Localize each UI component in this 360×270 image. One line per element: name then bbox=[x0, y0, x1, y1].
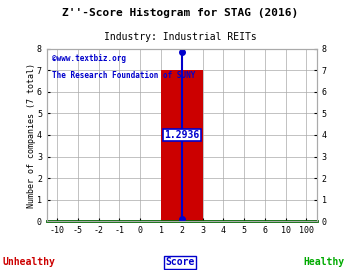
Text: Z''-Score Histogram for STAG (2016): Z''-Score Histogram for STAG (2016) bbox=[62, 8, 298, 18]
Text: Healthy: Healthy bbox=[303, 257, 345, 267]
Text: The Research Foundation of SUNY: The Research Foundation of SUNY bbox=[52, 71, 195, 80]
Text: 1.2936: 1.2936 bbox=[164, 130, 199, 140]
Text: Unhealthy: Unhealthy bbox=[3, 257, 55, 267]
Text: Score: Score bbox=[165, 257, 195, 267]
Bar bbox=[161, 70, 203, 221]
Text: ©www.textbiz.org: ©www.textbiz.org bbox=[52, 54, 126, 63]
Y-axis label: Number of companies (7 total): Number of companies (7 total) bbox=[27, 62, 36, 208]
Text: Industry: Industrial REITs: Industry: Industrial REITs bbox=[104, 32, 256, 42]
